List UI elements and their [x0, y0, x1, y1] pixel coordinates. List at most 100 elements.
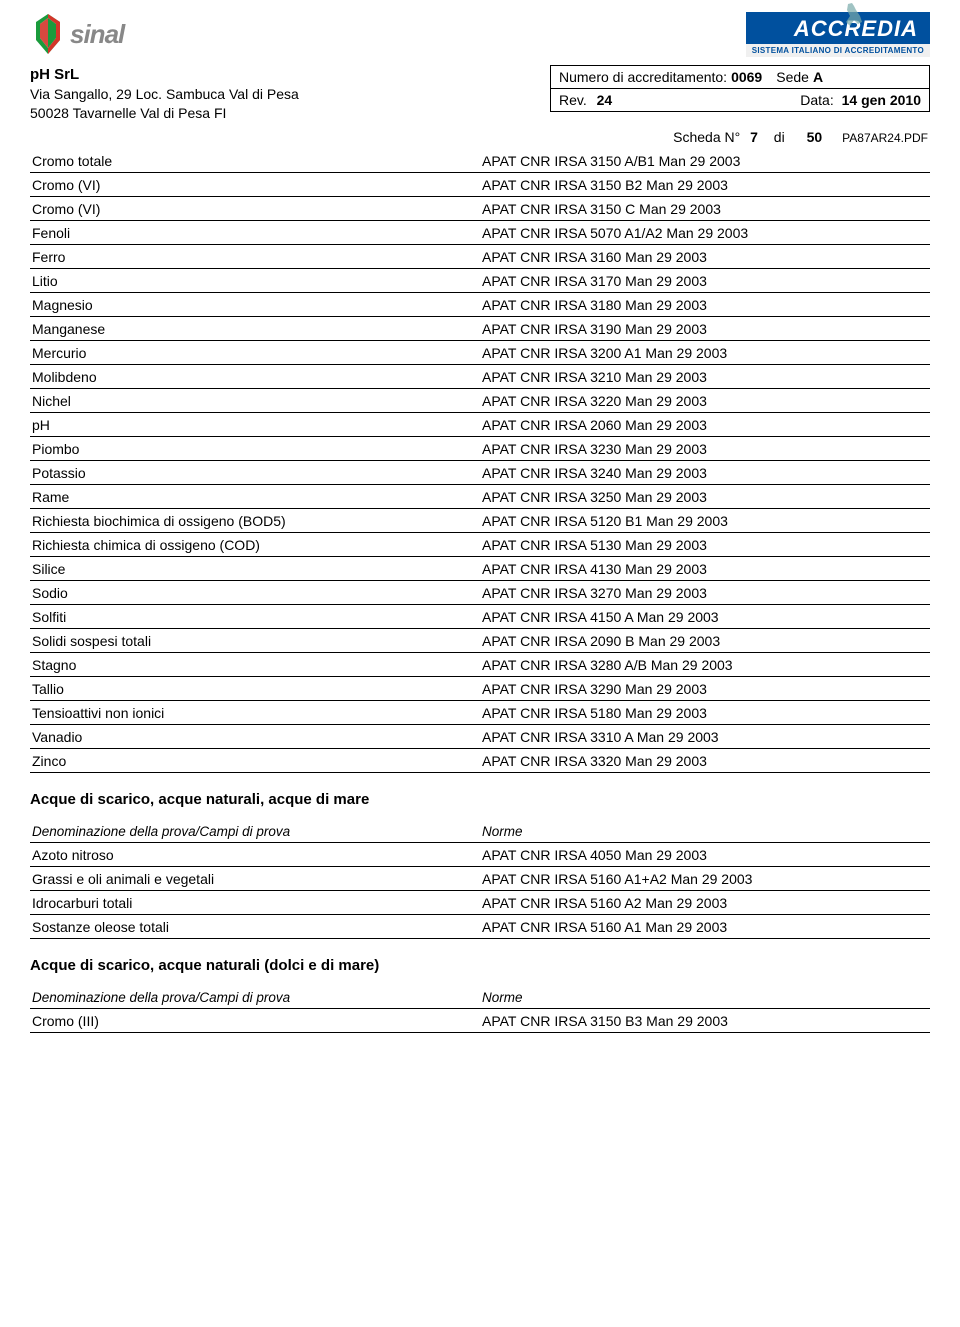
- prova-cell: Ferro: [30, 245, 480, 269]
- accred-data-value: 14 gen 2010: [842, 92, 921, 108]
- prova-cell: Cromo totale: [30, 149, 480, 173]
- section2-header-row: Denominazione della prova/Campi di prova…: [30, 818, 930, 843]
- table-row: SolfitiAPAT CNR IRSA 4150 A Man 29 2003: [30, 605, 930, 629]
- norme-cell: APAT CNR IRSA 3180 Man 29 2003: [480, 293, 930, 317]
- norme-cell: APAT CNR IRSA 3290 Man 29 2003: [480, 677, 930, 701]
- section3-title: Acque di scarico, acque naturali (dolci …: [30, 957, 930, 974]
- norme-cell: APAT CNR IRSA 3160 Man 29 2003: [480, 245, 930, 269]
- section2-title: Acque di scarico, acque naturali, acque …: [30, 791, 930, 808]
- table-row: Cromo (III)APAT CNR IRSA 3150 B3 Man 29 …: [30, 1009, 930, 1033]
- table-row: Cromo totaleAPAT CNR IRSA 3150 A/B1 Man …: [30, 149, 930, 173]
- table-row: VanadioAPAT CNR IRSA 3310 A Man 29 2003: [30, 725, 930, 749]
- norme-cell: APAT CNR IRSA 5180 Man 29 2003: [480, 701, 930, 725]
- section2-table: Denominazione della prova/Campi di prova…: [30, 818, 930, 939]
- accredia-box: ACCREDIA: [746, 12, 930, 44]
- prova-cell: Silice: [30, 557, 480, 581]
- norme-cell: APAT CNR IRSA 2090 B Man 29 2003: [480, 629, 930, 653]
- prova-cell: Richiesta biochimica di ossigeno (BOD5): [30, 509, 480, 533]
- norme-cell: APAT CNR IRSA 3280 A/B Man 29 2003: [480, 653, 930, 677]
- prova-cell: Rame: [30, 485, 480, 509]
- prova-cell: Richiesta chimica di ossigeno (COD): [30, 533, 480, 557]
- table-row: NichelAPAT CNR IRSA 3220 Man 29 2003: [30, 389, 930, 413]
- table-row: FenoliAPAT CNR IRSA 5070 A1/A2 Man 29 20…: [30, 221, 930, 245]
- norme-cell: APAT CNR IRSA 4050 Man 29 2003: [480, 843, 930, 867]
- scheda-row: Scheda N° 7 di 50 PA87AR24.PDF: [30, 129, 930, 145]
- prova-cell: Litio: [30, 269, 480, 293]
- prova-cell: Cromo (VI): [30, 197, 480, 221]
- prova-cell: Tallio: [30, 677, 480, 701]
- section3-table: Denominazione della prova/Campi di prova…: [30, 984, 930, 1033]
- accredia-logo: ACCREDIA SISTEMA ITALIANO DI ACCREDITAME…: [746, 12, 930, 57]
- table-row: Cromo (VI)APAT CNR IRSA 3150 C Man 29 20…: [30, 197, 930, 221]
- accred-num-label: Numero di accreditamento:: [559, 69, 727, 85]
- prova-cell: Fenoli: [30, 221, 480, 245]
- table-row: ManganeseAPAT CNR IRSA 3190 Man 29 2003: [30, 317, 930, 341]
- norme-cell: APAT CNR IRSA 5070 A1/A2 Man 29 2003: [480, 221, 930, 245]
- table-row: pHAPAT CNR IRSA 2060 Man 29 2003: [30, 413, 930, 437]
- accred-rev-label: Rev.: [559, 92, 587, 108]
- norme-cell: APAT CNR IRSA 5160 A1 Man 29 2003: [480, 915, 930, 939]
- norme-cell: APAT CNR IRSA 3150 B3 Man 29 2003: [480, 1009, 930, 1033]
- table-row: Richiesta chimica di ossigeno (COD)APAT …: [30, 533, 930, 557]
- col-norme-header: Norme: [480, 818, 930, 843]
- prova-cell: pH: [30, 413, 480, 437]
- accred-rev-value: 24: [597, 92, 613, 108]
- prova-cell: Stagno: [30, 653, 480, 677]
- company-addr2: 50028 Tavarnelle Val di Pesa FI: [30, 104, 299, 123]
- scheda-di: di: [774, 129, 785, 145]
- prova-cell: Solidi sospesi totali: [30, 629, 480, 653]
- col-norme-header: Norme: [480, 984, 930, 1009]
- prova-cell: Azoto nitroso: [30, 843, 480, 867]
- norme-cell: APAT CNR IRSA 2060 Man 29 2003: [480, 413, 930, 437]
- col-prova-header: Denominazione della prova/Campi di prova: [30, 818, 480, 843]
- prova-cell: Tensioattivi non ionici: [30, 701, 480, 725]
- norme-cell: APAT CNR IRSA 4150 A Man 29 2003: [480, 605, 930, 629]
- company-block: pH SrL Via Sangallo, 29 Loc. Sambuca Val…: [30, 65, 299, 123]
- prova-cell: Potassio: [30, 461, 480, 485]
- scheda-label: Scheda N°: [673, 129, 740, 145]
- table-row: TallioAPAT CNR IRSA 3290 Man 29 2003: [30, 677, 930, 701]
- italy-map-icon: [842, 2, 864, 28]
- norme-cell: APAT CNR IRSA 3190 Man 29 2003: [480, 317, 930, 341]
- norme-cell: APAT CNR IRSA 5120 B1 Man 29 2003: [480, 509, 930, 533]
- table-row: MercurioAPAT CNR IRSA 3200 A1 Man 29 200…: [30, 341, 930, 365]
- norme-cell: APAT CNR IRSA 3320 Man 29 2003: [480, 749, 930, 773]
- norme-cell: APAT CNR IRSA 3310 A Man 29 2003: [480, 725, 930, 749]
- norme-cell: APAT CNR IRSA 3240 Man 29 2003: [480, 461, 930, 485]
- norme-cell: APAT CNR IRSA 3170 Man 29 2003: [480, 269, 930, 293]
- accreditation-box: Numero di accreditamento: 0069 Sede A Re…: [550, 65, 930, 112]
- table-row: Cromo (VI)APAT CNR IRSA 3150 B2 Man 29 2…: [30, 173, 930, 197]
- norme-cell: APAT CNR IRSA 5160 A1+A2 Man 29 2003: [480, 867, 930, 891]
- accred-sede-label: Sede: [776, 69, 809, 85]
- table-row: PotassioAPAT CNR IRSA 3240 Man 29 2003: [30, 461, 930, 485]
- accred-sede-value: A: [813, 69, 823, 85]
- norme-cell: APAT CNR IRSA 3250 Man 29 2003: [480, 485, 930, 509]
- norme-cell: APAT CNR IRSA 3150 A/B1 Man 29 2003: [480, 149, 930, 173]
- prova-cell: Magnesio: [30, 293, 480, 317]
- norme-cell: APAT CNR IRSA 3230 Man 29 2003: [480, 437, 930, 461]
- prova-cell: Sodio: [30, 581, 480, 605]
- accredia-subtitle: SISTEMA ITALIANO DI ACCREDITAMENTO: [746, 44, 930, 57]
- table-row: Tensioattivi non ioniciAPAT CNR IRSA 518…: [30, 701, 930, 725]
- norme-cell: APAT CNR IRSA 5130 Man 29 2003: [480, 533, 930, 557]
- norme-cell: APAT CNR IRSA 3200 A1 Man 29 2003: [480, 341, 930, 365]
- norme-cell: APAT CNR IRSA 4130 Man 29 2003: [480, 557, 930, 581]
- prova-cell: Cromo (VI): [30, 173, 480, 197]
- col-prova-header: Denominazione della prova/Campi di prova: [30, 984, 480, 1009]
- scheda-num: 7: [750, 129, 758, 145]
- table-row: MagnesioAPAT CNR IRSA 3180 Man 29 2003: [30, 293, 930, 317]
- prova-cell: Vanadio: [30, 725, 480, 749]
- norme-cell: APAT CNR IRSA 3210 Man 29 2003: [480, 365, 930, 389]
- table-row: SiliceAPAT CNR IRSA 4130 Man 29 2003: [30, 557, 930, 581]
- table-row: StagnoAPAT CNR IRSA 3280 A/B Man 29 2003: [30, 653, 930, 677]
- table-row: FerroAPAT CNR IRSA 3160 Man 29 2003: [30, 245, 930, 269]
- prova-cell: Solfiti: [30, 605, 480, 629]
- prova-cell: Cromo (III): [30, 1009, 480, 1033]
- prova-cell: Idrocarburi totali: [30, 891, 480, 915]
- sinal-text: sinal: [70, 19, 124, 50]
- header-logos: sinal ACCREDIA SISTEMA ITALIANO DI ACCRE…: [30, 12, 930, 57]
- accred-rev-row: Rev. 24 Data: 14 gen 2010: [551, 89, 929, 111]
- table-row: Richiesta biochimica di ossigeno (BOD5)A…: [30, 509, 930, 533]
- table-row: MolibdenoAPAT CNR IRSA 3210 Man 29 2003: [30, 365, 930, 389]
- norme-cell: APAT CNR IRSA 3150 B2 Man 29 2003: [480, 173, 930, 197]
